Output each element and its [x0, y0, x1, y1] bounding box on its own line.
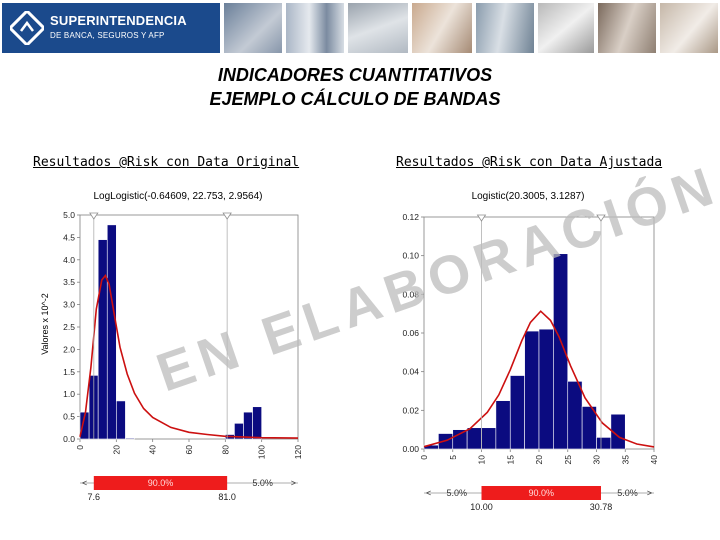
left-histogram-chart: LogLogistic(-0.64609, 22.753, 2.9564) Va… — [40, 191, 303, 502]
delimiter-triangle-icon — [476, 214, 487, 222]
histogram-bar — [581, 406, 597, 450]
y-tick-label: 1.0 — [63, 389, 75, 399]
chart-title: Logistic(20.3005, 3.1287) — [472, 191, 585, 202]
band-right-pct: 5.0% — [252, 478, 273, 488]
page-title-line1: INDICADORES CUANTITATIVOS — [217, 65, 493, 85]
band-left-arrow: < — [82, 478, 87, 488]
histogram-bar — [495, 400, 511, 450]
x-tick-label: 15 — [505, 455, 515, 465]
band-right-arrow: > — [291, 478, 296, 488]
histogram-bar — [610, 413, 626, 450]
delimiter-triangle-icon — [222, 212, 232, 220]
logo-line1: SUPERINTENDENCIA — [50, 13, 187, 28]
band-low-value: 7.6 — [88, 492, 101, 502]
x-tick-label: 0 — [75, 445, 85, 450]
y-tick-label: 0.00 — [402, 444, 419, 454]
band-right-arrow: > — [647, 488, 652, 498]
x-tick-label: 35 — [620, 455, 630, 465]
y-tick-label: 0.5 — [63, 412, 75, 422]
histogram-bar — [243, 411, 253, 440]
y-tick-label: 1.5 — [63, 367, 75, 377]
x-tick-label: 0 — [419, 455, 429, 460]
band-high-value: 30.78 — [590, 502, 613, 512]
banner-photo-hands — [412, 3, 472, 53]
x-tick-label: 25 — [563, 455, 573, 465]
header-banner: SUPERINTENDENCIA DE BANCA, SEGUROS Y AFP — [0, 0, 720, 56]
y-tick-label: 2.5 — [63, 322, 75, 332]
band-90pct-bar — [481, 486, 601, 500]
band-left-arrow: < — [426, 488, 431, 498]
x-tick-label: 40 — [148, 445, 158, 455]
histogram-bar — [125, 437, 135, 440]
y-tick-label: 2.0 — [63, 344, 75, 354]
x-tick-label: 5 — [448, 455, 458, 460]
histogram-bar — [596, 437, 612, 450]
y-tick-label: 0.10 — [402, 251, 419, 261]
banner-photo-card-machine — [538, 3, 594, 53]
x-tick-label: 60 — [184, 445, 194, 455]
x-tick-label: 10 — [477, 455, 487, 465]
y-tick-label: 4.5 — [63, 232, 75, 242]
right-histogram-chart: Logistic(20.3005, 3.1287) 0.00 0.02 0.04 0.… — [402, 191, 659, 512]
x-tick-label: 30 — [592, 455, 602, 465]
logo-line2: DE BANCA, SEGUROS Y AFP — [50, 31, 165, 40]
histogram-bar — [524, 330, 540, 450]
histogram-bar — [567, 381, 583, 450]
right-chart-heading: Resultados @Risk con Data Ajustada — [396, 155, 663, 170]
x-tick-label: 40 — [649, 455, 659, 465]
y-tick-label: 0.04 — [402, 367, 419, 377]
histogram-bar — [452, 429, 468, 450]
y-tick-label: 3.0 — [63, 300, 75, 310]
y-tick-label: 5.0 — [63, 210, 75, 220]
band-90pct-bar — [93, 476, 228, 490]
banner-photo-cards — [224, 3, 282, 53]
y-tick-label: 3.5 — [63, 277, 75, 287]
y-tick-label: 0.06 — [402, 328, 419, 338]
histogram-bar — [116, 400, 126, 440]
y-tick-label: 0.0 — [63, 434, 75, 444]
band-left-pct: 5.0% — [446, 488, 467, 498]
x-tick-label: 20 — [111, 445, 121, 455]
x-tick-label: 100 — [257, 445, 267, 459]
band-right-pct: 5.0% — [617, 488, 638, 498]
banner-photo-building — [286, 3, 344, 53]
histogram-bar — [252, 406, 262, 440]
delimiter-triangle-icon — [89, 212, 99, 220]
band-low-value: 10.00 — [470, 502, 493, 512]
chart-title: LogLogistic(-0.64609, 22.753, 2.9564) — [93, 191, 262, 202]
x-tick-label: 20 — [534, 455, 544, 465]
y-tick-label: 0.12 — [402, 212, 419, 222]
y-tick-label: 0.08 — [402, 289, 419, 299]
histogram-bar — [106, 224, 117, 440]
fit-curve-line — [79, 273, 299, 439]
logo: SUPERINTENDENCIA DE BANCA, SEGUROS Y AFP — [2, 3, 220, 53]
histogram-bar — [466, 427, 482, 450]
band-center-label: 90.0% — [528, 488, 554, 498]
y-axis-label: Valores x 10^-2 — [40, 293, 50, 355]
histogram-bar — [481, 427, 497, 450]
left-chart-heading: Resultados @Risk con Data Original — [33, 155, 300, 170]
banner-photo-writing — [660, 3, 718, 53]
x-tick-label: 120 — [293, 445, 303, 459]
banner-photo-meeting — [598, 3, 656, 53]
y-tick-label: 4.0 — [63, 255, 75, 265]
banner-photo-keyboard — [348, 3, 408, 53]
x-tick-label: 80 — [220, 445, 230, 455]
histogram-bar — [553, 253, 569, 450]
histogram-bar — [538, 328, 554, 450]
diamond-logo-icon — [10, 11, 44, 45]
y-tick-label: 0.02 — [402, 405, 419, 415]
banner-photo-office — [476, 3, 534, 53]
histogram-bar — [97, 239, 108, 440]
band-high-value: 81.0 — [218, 492, 236, 502]
band-center-label: 90.0% — [148, 478, 174, 488]
page-title-line2: EJEMPLO CÁLCULO DE BANDAS — [209, 89, 501, 109]
delimiter-triangle-icon — [596, 214, 606, 222]
histogram-bar — [509, 375, 525, 450]
